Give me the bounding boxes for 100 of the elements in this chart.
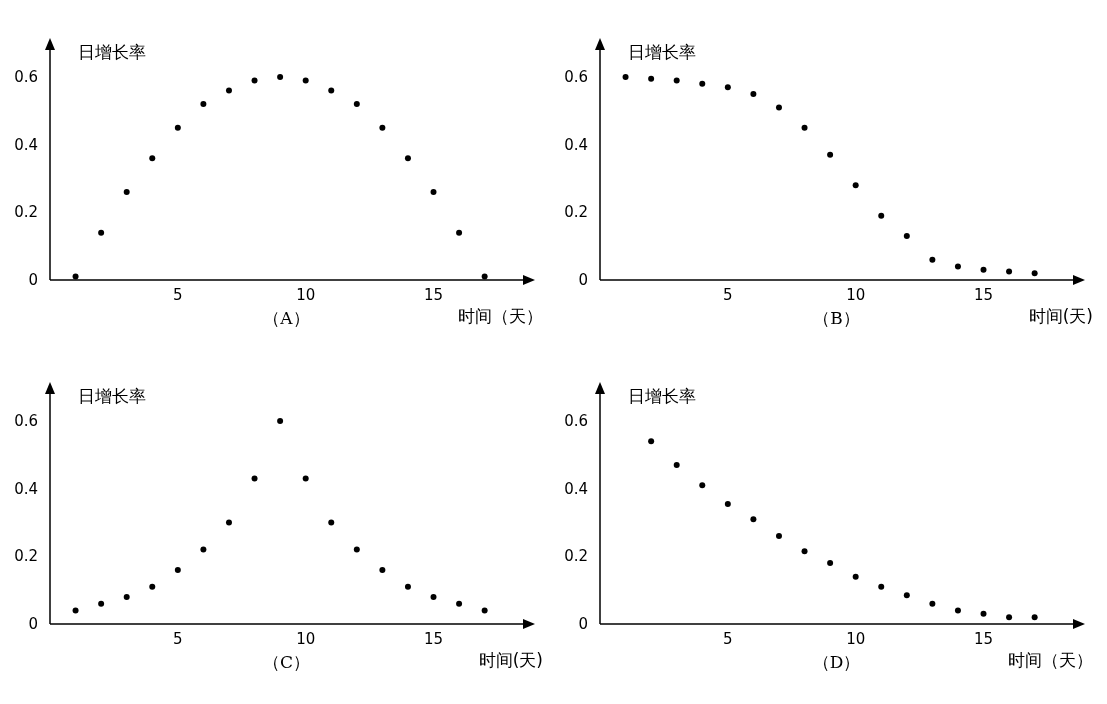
text: （B） — [813, 308, 860, 328]
point — [277, 418, 284, 425]
point — [775, 104, 782, 111]
x-tick-label: 5 — [723, 286, 733, 304]
x-tick-label: 10 — [296, 630, 316, 648]
point — [852, 573, 859, 580]
point — [724, 84, 731, 91]
point — [903, 233, 910, 240]
point — [149, 155, 156, 162]
x-tick-label: 5 — [173, 630, 183, 648]
point — [302, 475, 309, 482]
point — [1031, 270, 1038, 277]
y-tick-label: 0.4 — [564, 135, 588, 154]
point — [430, 189, 437, 196]
x-tick-label: 10 — [296, 286, 316, 304]
y-tick-label: 0.6 — [564, 412, 588, 431]
point — [123, 189, 130, 196]
x-tick-label: 10 — [846, 286, 866, 304]
point — [801, 548, 808, 555]
point — [673, 462, 680, 469]
y-tick-label: 0.4 — [564, 479, 588, 498]
point — [801, 124, 808, 131]
y-tick-label: 0.4 — [14, 135, 38, 154]
point — [481, 607, 488, 614]
point — [72, 607, 79, 614]
y-axis-title: 日增长率 — [628, 386, 696, 406]
y-tick-label: 0 — [578, 615, 588, 633]
point — [353, 101, 360, 108]
point — [328, 87, 335, 94]
x-tick-label: 15 — [973, 630, 994, 648]
point — [1006, 268, 1013, 275]
y-tick-label: 0 — [578, 271, 588, 289]
y-axis-title: 日增长率 — [628, 42, 696, 62]
point — [954, 263, 961, 270]
point — [481, 273, 488, 280]
point — [980, 610, 987, 617]
point — [123, 593, 130, 600]
x-tick-label: 5 — [723, 630, 733, 648]
x-tick-label: 15 — [423, 286, 444, 304]
point — [980, 266, 987, 273]
point — [878, 583, 885, 590]
point — [174, 124, 181, 131]
point — [750, 90, 757, 97]
point — [404, 583, 411, 590]
x-axis-title: 时间(天) — [478, 650, 543, 670]
point — [673, 77, 680, 84]
point — [200, 546, 207, 553]
point — [699, 80, 706, 87]
point — [852, 182, 859, 189]
point — [954, 607, 961, 614]
point — [251, 475, 258, 482]
y-tick-label: 0.4 — [14, 479, 38, 498]
point — [200, 101, 207, 108]
point — [929, 600, 936, 607]
point — [878, 212, 885, 219]
point — [1006, 614, 1013, 621]
point — [430, 593, 437, 600]
point — [98, 600, 105, 607]
point — [328, 519, 335, 526]
x-tick-label: 15 — [423, 630, 444, 648]
point — [827, 151, 834, 158]
point — [225, 519, 232, 526]
y-tick-label: 0.2 — [14, 203, 38, 222]
x-axis-title: 时间(天) — [1028, 306, 1093, 326]
y-tick-label: 0 — [28, 615, 38, 633]
y-tick-label: 0.6 — [14, 68, 38, 87]
y-tick-label: 0.6 — [14, 412, 38, 431]
text: （D） — [812, 652, 861, 672]
point — [750, 516, 757, 523]
x-tick-label: 15 — [973, 286, 994, 304]
point — [225, 87, 232, 94]
point — [724, 500, 731, 507]
point — [277, 74, 284, 81]
x-axis-title: 时间（天） — [458, 306, 543, 326]
point — [699, 482, 706, 489]
y-axis-title: 日增长率 — [78, 386, 146, 406]
y-tick-label: 0.6 — [564, 68, 588, 87]
point — [929, 256, 936, 263]
point — [648, 438, 655, 445]
point — [622, 74, 629, 81]
point — [98, 229, 105, 236]
point — [379, 566, 386, 573]
point — [353, 546, 360, 553]
point — [404, 155, 411, 162]
x-tick-label: 10 — [846, 630, 866, 648]
point — [456, 229, 463, 236]
point — [379, 124, 386, 131]
point — [251, 77, 258, 84]
point — [174, 566, 181, 573]
x-tick-label: 5 — [173, 286, 183, 304]
y-tick-label: 0.2 — [14, 547, 38, 566]
point — [1031, 614, 1038, 621]
point — [827, 560, 834, 567]
point — [149, 583, 156, 590]
point — [903, 592, 910, 599]
text: （A） — [263, 308, 310, 328]
y-tick-label: 0 — [28, 271, 38, 289]
point — [648, 75, 655, 82]
x-axis-title: 时间（天） — [1008, 650, 1093, 670]
point — [456, 600, 463, 607]
